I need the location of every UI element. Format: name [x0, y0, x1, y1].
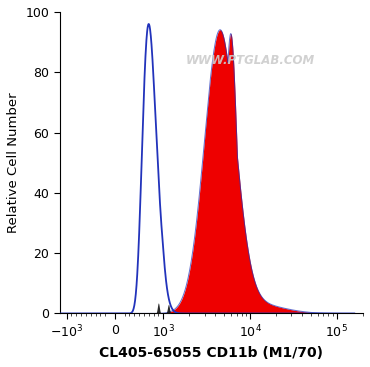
- X-axis label: CL405-65055 CD11b (M1/70): CL405-65055 CD11b (M1/70): [100, 346, 323, 360]
- Text: WWW.PTGLAB.COM: WWW.PTGLAB.COM: [186, 54, 316, 67]
- Y-axis label: Relative Cell Number: Relative Cell Number: [7, 92, 20, 233]
